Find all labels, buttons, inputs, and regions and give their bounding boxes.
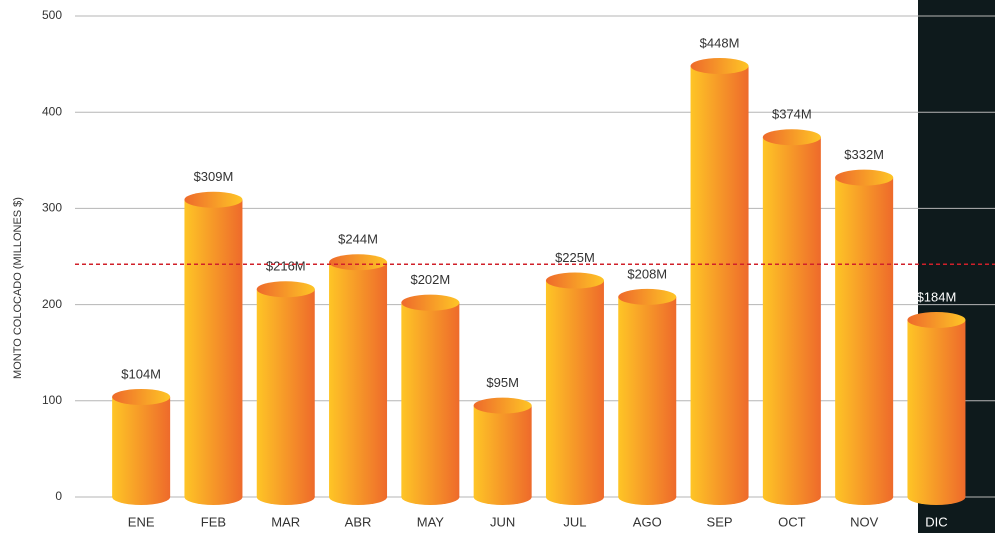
bar — [256, 281, 315, 505]
bar — [401, 294, 460, 505]
x-tick-label: JUL — [563, 514, 586, 529]
bar-body — [256, 289, 315, 497]
x-tick-label: AGO — [633, 514, 662, 529]
bar-body — [545, 280, 604, 497]
value-label: $374M — [772, 107, 812, 122]
value-label: $448M — [700, 35, 740, 50]
bar-cap — [256, 281, 315, 298]
bar-cap — [618, 288, 677, 305]
bar — [473, 397, 532, 505]
bar — [618, 288, 677, 505]
x-tick-label: ABR — [345, 514, 372, 529]
x-tick-label: JUN — [490, 514, 515, 529]
bar-cap — [835, 169, 894, 186]
bar-body — [329, 262, 388, 497]
bar — [112, 388, 171, 505]
x-tick-label: OCT — [778, 514, 806, 529]
bar — [690, 58, 749, 505]
y-tick-label: 200 — [42, 297, 62, 311]
bar-body — [618, 296, 677, 497]
value-label: $225M — [555, 250, 595, 265]
value-label: $332M — [844, 147, 884, 162]
value-label: $95M — [486, 375, 519, 390]
x-tick-label: FEB — [201, 514, 226, 529]
bar-cap — [401, 294, 460, 311]
value-label: $202M — [410, 272, 450, 287]
bar-cap — [184, 191, 243, 208]
bar-body — [112, 396, 171, 497]
x-tick-label: MAY — [417, 514, 445, 529]
y-tick-label: 400 — [42, 104, 62, 118]
y-axis-label: MONTO COLOCADO (MILLONES $) — [12, 197, 24, 379]
value-label: $244M — [338, 232, 378, 247]
x-tick-label: NOV — [850, 514, 879, 529]
bar — [907, 311, 966, 505]
bar — [762, 129, 821, 505]
bar-cap — [690, 58, 749, 75]
bar — [545, 272, 604, 505]
bar-body — [690, 66, 749, 498]
bar-cap — [545, 272, 604, 289]
y-tick-label: 100 — [42, 393, 62, 407]
bar-cap — [762, 129, 821, 146]
x-tick-label: SEP — [707, 514, 733, 529]
y-tick-label: 0 — [55, 489, 62, 503]
y-tick-label: 500 — [42, 8, 62, 22]
bar-cap — [112, 388, 171, 405]
value-label: $104M — [121, 366, 161, 381]
value-label: $184M — [917, 289, 957, 304]
bar-cap — [473, 397, 532, 414]
x-tick-label: MAR — [271, 514, 300, 529]
bar-cap — [329, 254, 388, 271]
bar — [835, 169, 894, 505]
bar-body — [907, 319, 966, 497]
bar-cap — [907, 311, 966, 328]
bar-body — [184, 199, 243, 497]
x-tick-label: ENE — [128, 514, 155, 529]
bar-body — [473, 405, 532, 497]
y-tick-label: 300 — [42, 201, 62, 215]
bar-body — [762, 137, 821, 497]
bar — [184, 191, 243, 505]
x-tick-label: DIC — [925, 514, 947, 529]
bar-body — [835, 177, 894, 497]
bar — [329, 254, 388, 505]
value-label: $309M — [194, 169, 234, 184]
value-label: $208M — [627, 266, 667, 281]
value-label: $216M — [266, 259, 306, 274]
bar-body — [401, 302, 460, 497]
